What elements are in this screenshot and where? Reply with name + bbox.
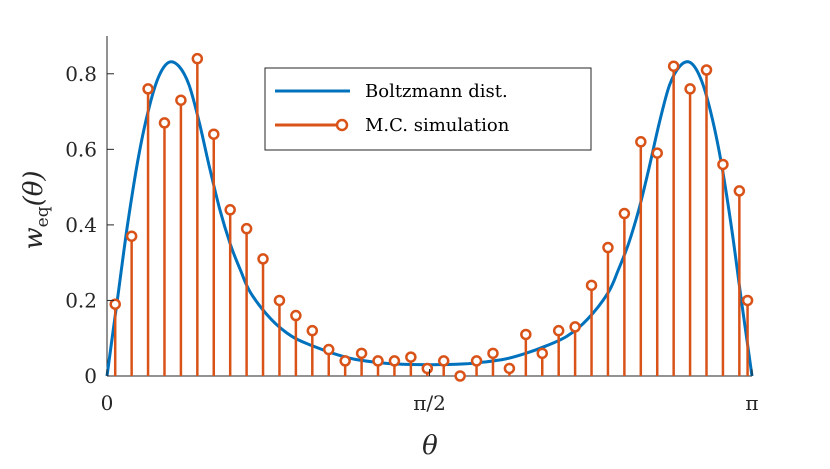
y-tick-label: 0.2	[65, 288, 97, 312]
mc-stem-marker	[667, 60, 680, 72]
mc-stem-marker	[191, 52, 204, 65]
mc-stem-marker	[437, 355, 450, 367]
mc-stem-marker	[635, 136, 647, 148]
mc-stem-marker	[585, 279, 598, 292]
mc-stem-marker	[175, 94, 187, 106]
mc-stem-marker	[741, 294, 754, 307]
mc-stem-marker	[717, 158, 729, 171]
x-axis-label: θ	[422, 431, 438, 461]
mc-stem-marker	[306, 324, 319, 337]
mc-stem-marker	[208, 128, 220, 140]
mc-stem-marker	[684, 83, 696, 95]
mc-stem-marker	[421, 362, 434, 375]
legend-label-boltzmann: Boltzmann dist.	[365, 81, 508, 102]
mc-stem-marker	[536, 347, 549, 360]
legend-box	[264, 67, 592, 151]
legend-stem-marker	[335, 118, 349, 132]
svg-text:weq(θ): weq(θ)	[19, 170, 53, 249]
mc-stem-marker	[618, 207, 631, 220]
mc-stem-marker	[454, 370, 466, 382]
mc-stem-marker	[405, 351, 417, 363]
legend-label-mc: M.C. simulation	[365, 115, 510, 136]
mc-stem-marker	[240, 222, 253, 235]
mc-stem-marker	[388, 355, 401, 367]
y-axis-label-main: w	[19, 227, 49, 249]
mc-stem-marker	[470, 355, 483, 367]
mc-stem-marker	[273, 294, 286, 307]
mc-stem-marker	[224, 204, 236, 216]
y-tick-label: 0.4	[65, 213, 97, 237]
x-ticks: 0 π/2 π	[101, 369, 759, 415]
mc-stem-marker	[602, 241, 614, 254]
mc-stem-marker	[733, 185, 746, 197]
mc-stem-marker	[372, 355, 384, 367]
mc-stem-marker	[569, 321, 581, 333]
mc-stem-marker	[355, 347, 368, 360]
x-tick-label: 0	[101, 391, 114, 415]
mc-stem-marker	[109, 298, 121, 310]
mc-stem-marker	[339, 355, 351, 367]
y-tick-label: 0	[84, 364, 97, 388]
mc-stem-marker	[520, 328, 532, 341]
mc-stem-marker	[487, 347, 499, 360]
mc-stem-marker	[700, 64, 713, 76]
y-axis-label-arg: (θ)	[19, 170, 49, 206]
y-tick-label: 0.6	[65, 137, 97, 161]
y-ticks: 0 0.2 0.4 0.6 0.8	[65, 62, 114, 388]
mc-stem-marker	[651, 147, 663, 159]
y-tick-label: 0.8	[65, 62, 97, 86]
mc-stem-marker	[322, 343, 335, 356]
mc-stems-group	[109, 52, 754, 382]
mc-stem-marker	[158, 117, 171, 129]
mc-stem-marker	[552, 324, 565, 337]
mc-stem-marker	[290, 309, 302, 322]
mc-stem-marker	[257, 253, 269, 265]
x-tick-label: π	[745, 391, 758, 415]
y-axis-label: weq(θ)	[19, 170, 53, 249]
x-tick-label: π/2	[413, 391, 446, 415]
mc-stem-marker	[142, 83, 154, 95]
legend: Boltzmann dist. M.C. simulation	[264, 67, 592, 151]
y-axis-label-sub: eq	[33, 206, 53, 227]
mc-stem-marker	[125, 230, 138, 242]
mc-stem-marker	[503, 362, 516, 375]
